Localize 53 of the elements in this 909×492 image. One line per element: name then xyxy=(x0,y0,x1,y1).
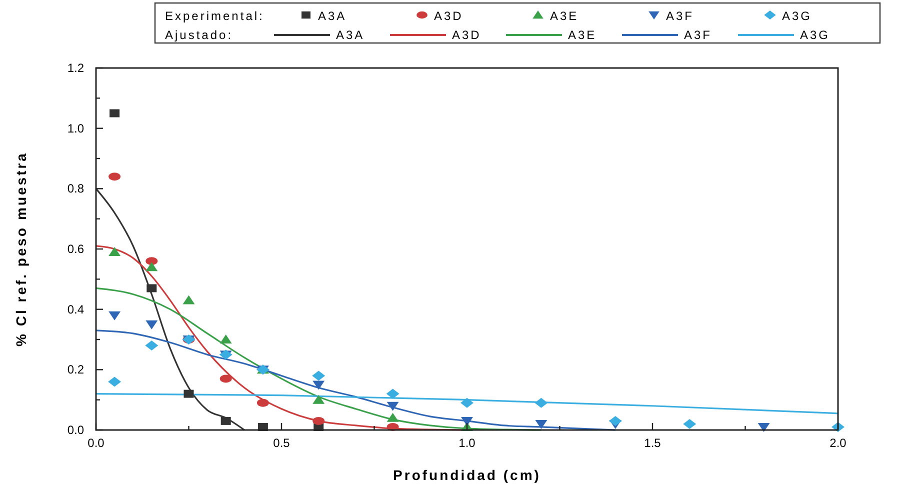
y-tick-label: 0.6 xyxy=(67,242,84,256)
y-tick-label: 1.2 xyxy=(67,61,84,75)
y-tick-label: 0.2 xyxy=(67,362,84,377)
x-tick-label: 1.5 xyxy=(644,436,662,450)
point xyxy=(220,334,232,344)
point xyxy=(312,394,325,404)
x-tick-label: 0.5 xyxy=(273,436,290,450)
point xyxy=(108,311,121,320)
point xyxy=(146,284,157,292)
legend-label: A3F xyxy=(684,28,712,42)
point xyxy=(220,416,231,425)
point xyxy=(182,295,195,304)
line-series xyxy=(95,393,839,414)
text: Ajustado: xyxy=(165,28,234,42)
x-axis-title: Profundidad (cm) xyxy=(393,467,541,483)
point xyxy=(608,416,622,426)
y-axis-title: % Cl ref. peso muestra xyxy=(13,152,29,346)
x-tick-label: 0.0 xyxy=(88,436,105,450)
y-tick-label: 0.4 xyxy=(67,302,84,316)
point xyxy=(683,418,696,429)
point xyxy=(110,109,120,118)
x-tick-label: 2.0 xyxy=(830,436,847,450)
point xyxy=(386,388,400,399)
point xyxy=(535,420,548,429)
legend-label: A3D xyxy=(452,28,482,42)
legend-label: A3D xyxy=(434,9,464,23)
legend-label: A3G xyxy=(800,28,830,42)
point xyxy=(312,380,325,390)
point xyxy=(460,398,474,408)
y-tick-label: 1.0 xyxy=(67,121,84,136)
legend-label: A3G xyxy=(782,9,812,23)
line-series xyxy=(95,188,246,431)
point xyxy=(108,247,121,256)
legend-label: A3A xyxy=(336,28,365,42)
point xyxy=(758,422,770,432)
point xyxy=(534,398,548,408)
point xyxy=(146,320,158,330)
point xyxy=(184,390,194,398)
text: Experimental: xyxy=(165,9,264,23)
point xyxy=(146,262,158,272)
legend-label: A3E xyxy=(550,9,579,23)
point xyxy=(108,376,122,387)
y-tick-label: 0.8 xyxy=(67,182,84,196)
point xyxy=(461,416,473,426)
x-tick-label: 1.0 xyxy=(458,436,476,450)
y-tick-label: 0.0 xyxy=(67,423,84,437)
point xyxy=(386,402,399,411)
legend-label: A3A xyxy=(318,9,347,23)
legend-label: A3E xyxy=(568,28,597,42)
legend-label: A3F xyxy=(666,9,694,23)
point xyxy=(145,340,158,351)
point xyxy=(312,370,326,381)
point xyxy=(386,412,399,422)
